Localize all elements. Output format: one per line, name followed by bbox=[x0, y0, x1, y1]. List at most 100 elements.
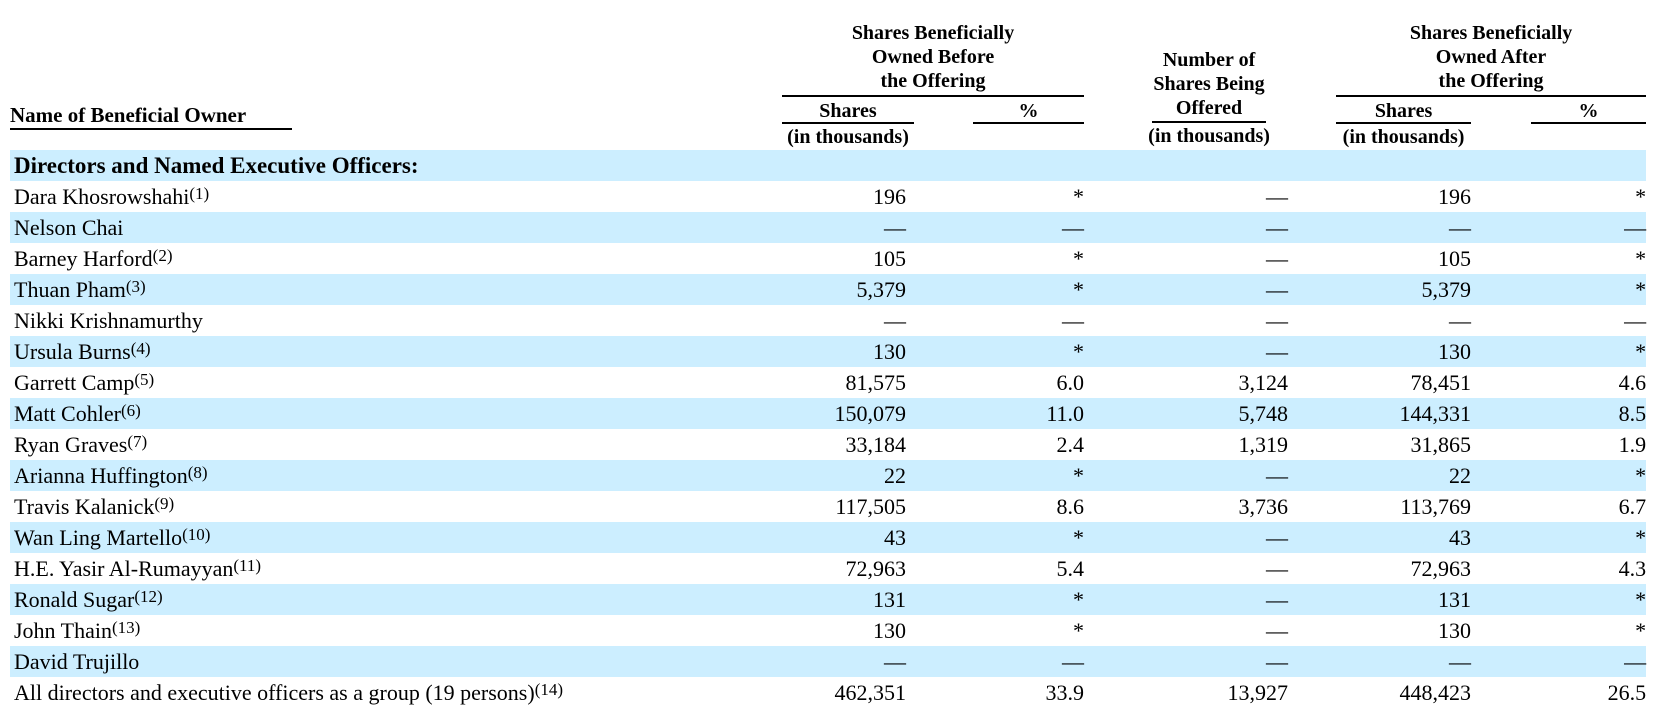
table-row: All directors and executive officers as … bbox=[10, 677, 1646, 708]
owner-name-cell: All directors and executive officers as … bbox=[10, 677, 782, 708]
gap bbox=[914, 336, 973, 367]
shares-before-cell: 130 bbox=[873, 338, 906, 364]
percent-before-cell: 2.4 bbox=[1056, 431, 1085, 457]
owner-name-cell: Thuan Pham(3) bbox=[10, 274, 782, 305]
percent-after-cell: 6.7 bbox=[1618, 493, 1647, 519]
shares-before-cell: 5,379 bbox=[856, 276, 907, 302]
percent-before-cell: 11.0 bbox=[1046, 400, 1085, 426]
percent-after-cell: 26.5 bbox=[1607, 679, 1647, 705]
owner-name-cell: David Trujillo bbox=[10, 646, 782, 677]
gap bbox=[914, 615, 973, 646]
owner-name-cell: Ryan Graves(7) bbox=[10, 429, 782, 460]
percent-before-cell: — bbox=[1062, 648, 1085, 674]
owner-name: Ronald Sugar bbox=[14, 586, 135, 612]
gap bbox=[1084, 336, 1130, 367]
gap bbox=[914, 274, 973, 305]
gap bbox=[1531, 123, 1646, 150]
gap bbox=[1471, 123, 1531, 150]
percent-before-cell: * bbox=[1073, 586, 1085, 612]
gap bbox=[1084, 123, 1130, 150]
shares-before-cell: 117,505 bbox=[835, 493, 906, 519]
table-row: Travis Kalanick(9) 117,505 8.6 3,736 113,769… bbox=[10, 491, 1646, 522]
gap bbox=[1471, 398, 1531, 429]
name-column-header-cell: Name of Beneficial Owner bbox=[10, 96, 782, 130]
shares-before-cell: 462,351 bbox=[834, 679, 907, 705]
shares-after-cell: 144,331 bbox=[1399, 400, 1472, 426]
gap bbox=[1471, 274, 1531, 305]
shares-offered-cell: — bbox=[1266, 276, 1289, 302]
percent-before-cell: 6.0 bbox=[1056, 369, 1085, 395]
gap bbox=[914, 96, 973, 123]
percent-after-cell: * bbox=[1635, 586, 1647, 612]
shares-after-cell: 113,769 bbox=[1400, 493, 1472, 519]
gap bbox=[1288, 522, 1336, 553]
gap bbox=[914, 460, 973, 491]
percent-after-cell: * bbox=[1635, 617, 1647, 643]
footnote-marker: (7) bbox=[127, 431, 148, 451]
gap bbox=[1471, 460, 1531, 491]
percent-before-cell: — bbox=[1062, 214, 1085, 240]
table-row: Ronald Sugar(12) 131 * — 131 * bbox=[10, 584, 1647, 615]
gap bbox=[1471, 305, 1531, 336]
shares-after-cell: 72,963 bbox=[1410, 555, 1472, 581]
gap bbox=[1288, 123, 1336, 150]
owner-name: Travis Kalanick bbox=[14, 493, 155, 519]
footnote-marker: (10) bbox=[182, 524, 211, 544]
owner-name: Thuan Pham bbox=[14, 276, 126, 302]
owner-name: John Thain bbox=[14, 617, 112, 643]
table-row: Garrett Camp(5) 81,575 6.0 3,124 78,451 4.6 bbox=[10, 367, 1646, 398]
shares-offered-cell: — bbox=[1266, 183, 1289, 209]
gap bbox=[1471, 677, 1531, 708]
shares-after-unit: (in thousands) bbox=[1342, 125, 1465, 148]
gap bbox=[1084, 460, 1130, 491]
percent-after-cell: — bbox=[1624, 648, 1647, 674]
shares-before-cell: 33,184 bbox=[845, 431, 907, 457]
gap bbox=[1288, 460, 1336, 491]
owner-name: Barney Harford bbox=[14, 245, 153, 271]
owner-name: Arianna Huffington bbox=[14, 462, 188, 488]
percent-before-cell: * bbox=[1073, 245, 1085, 271]
shares-after-cell: 31,865 bbox=[1410, 431, 1472, 457]
gap bbox=[914, 646, 973, 677]
shares-before-cell: — bbox=[884, 648, 906, 674]
shares-before-unit: (in thousands) bbox=[787, 125, 909, 148]
percent-after-cell: * bbox=[1635, 245, 1647, 271]
owner-name: Ursula Burns bbox=[14, 338, 131, 364]
gap bbox=[1471, 491, 1531, 522]
gap bbox=[1471, 336, 1531, 367]
gap bbox=[914, 398, 973, 429]
gap bbox=[914, 212, 973, 243]
gap bbox=[914, 367, 973, 398]
shares-before-cell: 43 bbox=[884, 524, 906, 550]
gap bbox=[1288, 336, 1336, 367]
shares-before-cell: 105 bbox=[873, 245, 906, 271]
shares-offered-cell: 5,748 bbox=[1238, 400, 1289, 426]
shares-offered-cell: — bbox=[1266, 524, 1289, 550]
shares-offered-cell: — bbox=[1266, 245, 1289, 271]
gap bbox=[1471, 646, 1531, 677]
owner-name: All directors and executive officers as … bbox=[14, 679, 535, 705]
beneficial-ownership-table: Shares Beneficially Owned Before the Offer… bbox=[10, 0, 1647, 708]
gap bbox=[1084, 491, 1130, 522]
owner-name-cell: Wan Ling Martello(10) bbox=[10, 522, 782, 553]
footnote-marker: (13) bbox=[111, 617, 141, 637]
gap bbox=[914, 305, 973, 336]
gap bbox=[1471, 615, 1531, 646]
percent-after-cell: — bbox=[1624, 214, 1647, 240]
gap bbox=[1288, 615, 1336, 646]
owner-name: H.E. Yasir Al-Rumayyan bbox=[14, 555, 234, 581]
shares-before-cell: — bbox=[884, 214, 906, 240]
shares-after-cell: 130 bbox=[1438, 617, 1472, 643]
footnote-marker: (9) bbox=[154, 493, 175, 513]
gap bbox=[1471, 429, 1531, 460]
footnote-marker: (2) bbox=[152, 245, 173, 265]
percent-before-cell: * bbox=[1073, 338, 1085, 364]
percent-after-cell: * bbox=[1635, 183, 1647, 209]
shares-after-cell: 5,379 bbox=[1421, 276, 1472, 302]
shares-before-cell: 150,079 bbox=[834, 400, 907, 426]
gap bbox=[1471, 243, 1531, 274]
shares-offered-cell: — bbox=[1266, 586, 1289, 612]
shares-after-header: Shares bbox=[1336, 96, 1472, 124]
owner-name: David Trujillo bbox=[14, 648, 140, 674]
gap bbox=[1288, 212, 1336, 243]
